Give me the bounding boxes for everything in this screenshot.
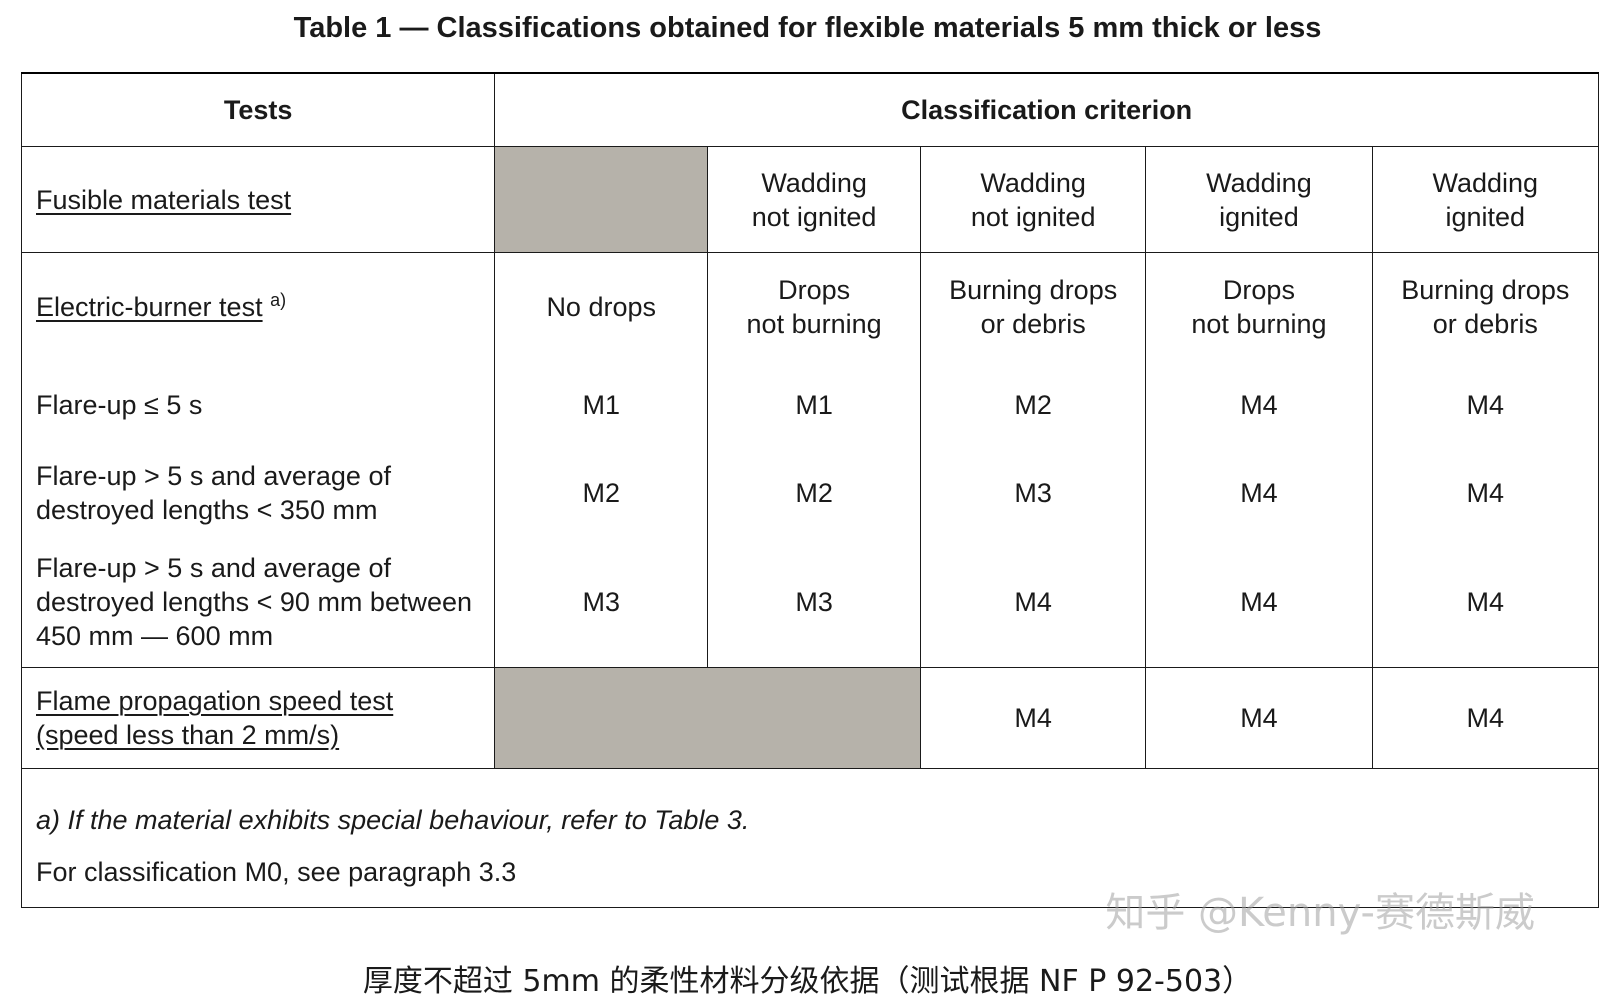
row-value: M4 — [1371, 449, 1600, 537]
row-value: M3 — [707, 537, 922, 668]
burner-col-1: No drops — [494, 252, 709, 361]
row-value: M3 — [494, 537, 709, 668]
shaded-cell — [494, 667, 922, 769]
burner-col-2: Drops not burning — [707, 252, 922, 361]
burner-row: Electric-burner test a) No drops Drops no… — [20, 252, 1600, 361]
row-value: M1 — [494, 361, 709, 449]
row-value: M4 — [1371, 537, 1600, 668]
row-label: Flare-up > 5 s and average of destroyed l… — [20, 449, 496, 537]
row-value: M4 — [1145, 537, 1373, 668]
notes-row: a) If the material exhibits special beha… — [21, 768, 1599, 908]
table-row: Flare-up > 5 s and average of destroyed l… — [20, 449, 1600, 537]
shaded-cell — [494, 146, 709, 253]
watermark: 知乎 @Kenny-赛德斯威 — [1105, 890, 1535, 936]
row-label: Flare-up ≤ 5 s — [20, 361, 496, 449]
caption: 厚度不超过 5mm 的柔性材料分级依据（测试根据 NF P 92-503） — [362, 964, 1253, 999]
row-value: M1 — [707, 361, 922, 449]
fusible-test-label: Fusible materials test — [20, 146, 496, 253]
header-row: Tests Classification criterion — [20, 72, 1599, 147]
header-tests: Tests — [20, 72, 496, 147]
fusible-col-1: Wadding not ignited — [707, 146, 922, 253]
burner-test-label: Electric-burner test a) — [20, 252, 496, 361]
row-value: M4 — [1371, 667, 1600, 769]
fusible-col-3: Wadding ignited — [1145, 146, 1373, 253]
row-value: M4 — [920, 537, 1147, 668]
table-row: Flare-up > 5 s and average of destroyed l… — [20, 537, 1600, 668]
header-criterion: Classification criterion — [494, 72, 1599, 147]
fusible-row: Fusible materials test Wadding not ignite… — [20, 146, 1600, 253]
fusible-col-4: Wadding ignited — [1371, 146, 1600, 253]
row-label: Flare-up > 5 s and average of destroyed l… — [20, 537, 496, 668]
classification-table: Tests Classification criterion Fusible m… — [20, 72, 1600, 908]
row-value: M4 — [1145, 361, 1373, 449]
flame-row: Flame propagation speed test (speed less … — [20, 667, 1600, 769]
row-value: M3 — [920, 449, 1147, 537]
burner-col-5: Burning drops or debris — [1371, 252, 1600, 361]
table-title: Table 1 — Classifications obtained for f… — [293, 12, 1322, 44]
row-value: M4 — [1145, 667, 1373, 769]
row-value: M4 — [1371, 361, 1600, 449]
row-value: M4 — [920, 667, 1147, 769]
row-value: M2 — [494, 449, 709, 537]
footnote-a: a) If the material exhibits special beha… — [36, 805, 750, 835]
table-row: Flare-up ≤ 5 s M1 M1 M2 M4 M4 — [20, 361, 1600, 449]
fusible-col-2: Wadding not ignited — [920, 146, 1147, 253]
notes-cell: a) If the material exhibits special beha… — [21, 768, 1599, 908]
flame-test-label: Flame propagation speed test (speed less … — [20, 667, 496, 769]
burner-col-4: Drops not burning — [1145, 252, 1373, 361]
row-value: M2 — [920, 361, 1147, 449]
burner-col-3: Burning drops or debris — [920, 252, 1147, 361]
row-value: M2 — [707, 449, 922, 537]
row-value: M4 — [1145, 449, 1373, 537]
note-m0: For classification M0, see paragraph 3.3 — [36, 857, 517, 887]
